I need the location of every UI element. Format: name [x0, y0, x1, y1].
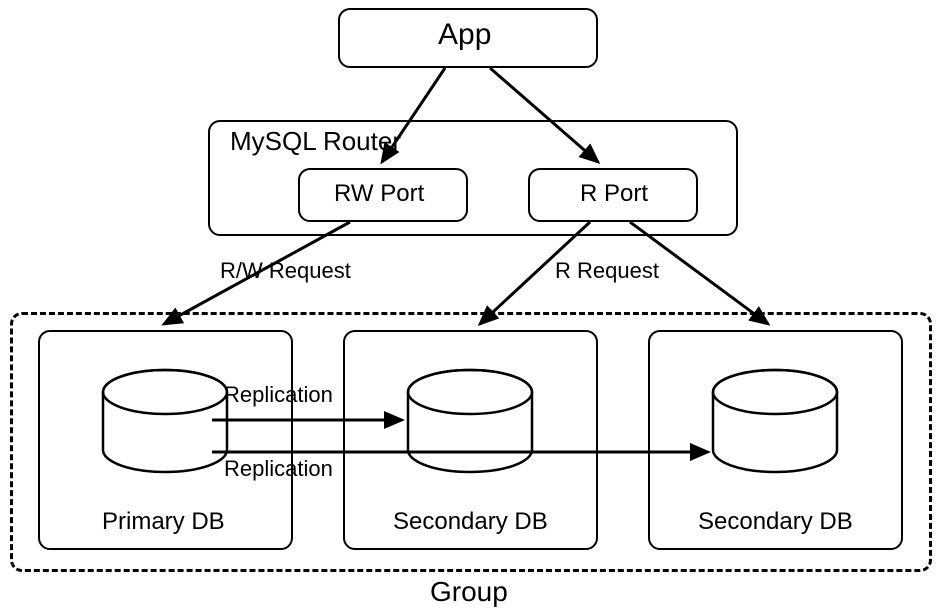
secondary-db2-label: Secondary DB [698, 508, 853, 536]
primary-db-label: Primary DB [102, 508, 225, 536]
replication1-label: Replication [224, 382, 333, 408]
replication2-label: Replication [224, 456, 333, 482]
r-port-label: R Port [580, 180, 648, 208]
r-request-label: R Request [555, 258, 659, 284]
rw-request-label: R/W Request [220, 258, 351, 284]
group-label: Group [430, 576, 508, 608]
router-label: MySQL Router [230, 126, 401, 157]
rw-port-label: RW Port [334, 180, 424, 208]
secondary-db1-label: Secondary DB [393, 508, 548, 536]
app-label: App [438, 18, 491, 52]
diagram-canvas: App MySQL Router RW Port R Port Group Pr… [0, 0, 942, 616]
